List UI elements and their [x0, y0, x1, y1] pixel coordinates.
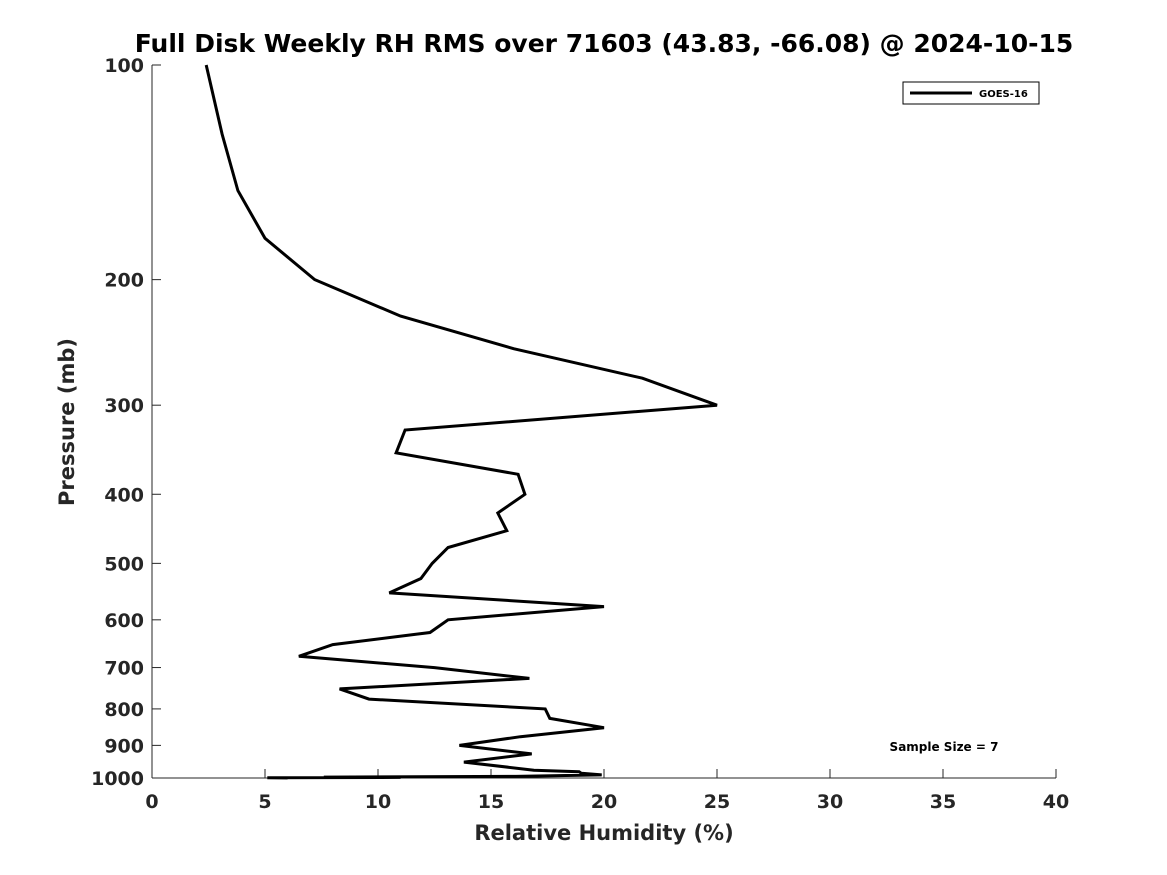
x-tick-label: 40	[1043, 791, 1069, 813]
y-tick-label: 1000	[91, 768, 144, 790]
x-axis-label: Relative Humidity (%)	[474, 821, 733, 845]
plot-area: 0 5 10 15 20 25 30 35 40 100 200 300 400 500 600 700 800…	[91, 55, 1069, 813]
legend: GOES-16	[902, 81, 1040, 105]
y-tick-label: 100	[104, 55, 144, 77]
y-tick-label: 400	[104, 484, 144, 506]
chart-title: Full Disk Weekly RH RMS over 71603 (43.8…	[135, 29, 1074, 58]
y-tick-label: 600	[104, 610, 144, 632]
x-tick-label: 20	[591, 791, 617, 813]
x-tick-label: 25	[704, 791, 730, 813]
y-axis-label: Pressure (mb)	[55, 338, 79, 506]
y-tick-label: 500	[104, 553, 144, 575]
x-tick-label: 35	[930, 791, 956, 813]
x-tick-label: 10	[365, 791, 391, 813]
y-tick-label: 200	[104, 270, 144, 292]
x-tick-label: 5	[258, 791, 271, 813]
y-tick-label: 700	[104, 658, 144, 680]
y-tick-label: 800	[104, 699, 144, 721]
y-tick-label: 900	[104, 735, 144, 757]
sample-size-annotation: Sample Size = 7	[890, 740, 999, 754]
x-tick-label: 15	[478, 791, 504, 813]
x-tick-label: 30	[817, 791, 843, 813]
series-line-goes-16	[204, 64, 718, 780]
legend-label-goes-16: GOES-16	[979, 89, 1028, 100]
x-tick-label: 0	[145, 791, 158, 813]
y-tick-label: 300	[104, 395, 144, 417]
